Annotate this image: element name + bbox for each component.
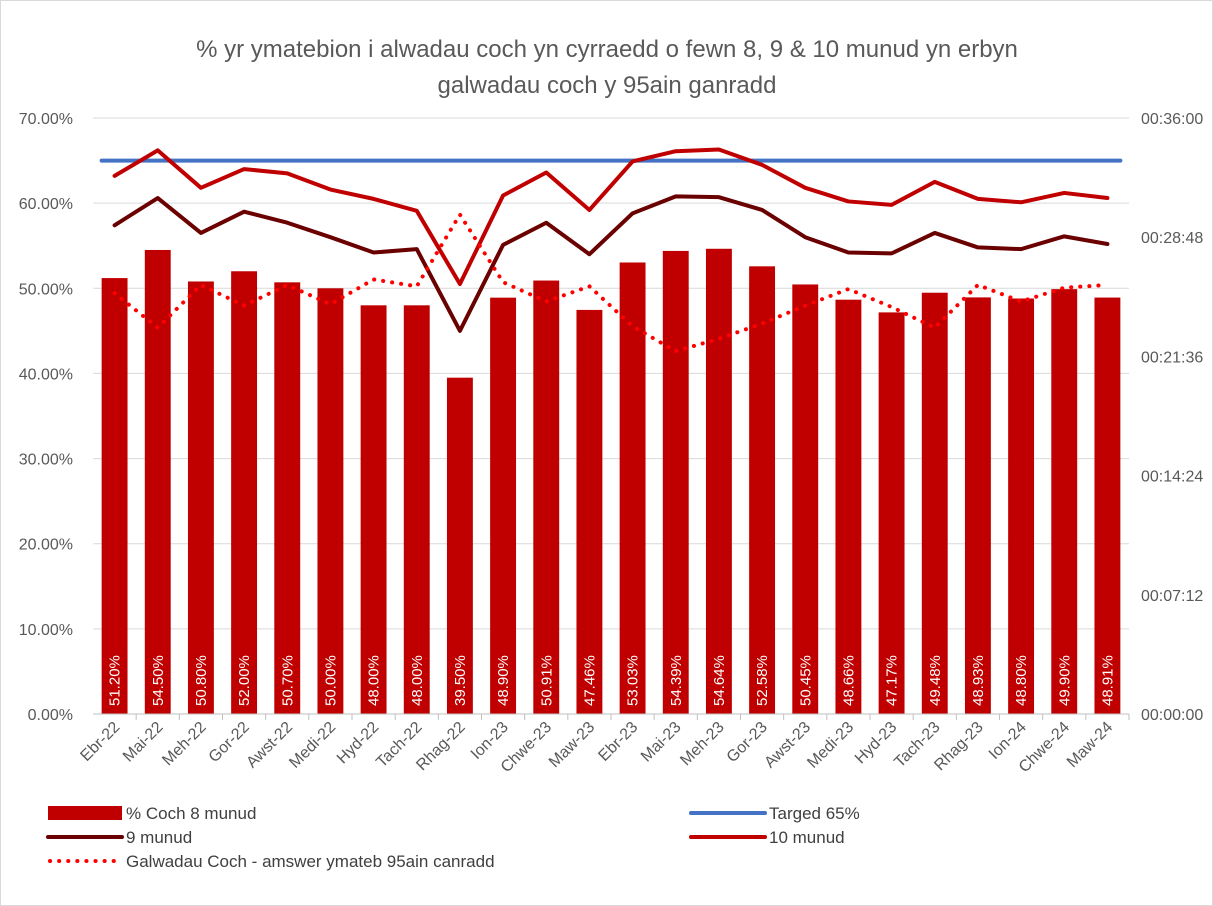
bar-data-label: 48.90%: [495, 655, 512, 706]
y-right-tick-label: 00:28:48: [1141, 230, 1203, 247]
bar-data-label: 51.20%: [107, 655, 124, 706]
bar-data-label: 53.03%: [625, 655, 642, 706]
bar-8-munud: [792, 284, 819, 714]
legend: % Coch 8 munud Targed 65% 9 munud 10 munud G…: [46, 804, 860, 871]
bar-data-label: 49.48%: [927, 655, 944, 706]
bar-data-label: 47.46%: [581, 655, 598, 706]
bar-data-label: 54.50%: [150, 655, 167, 706]
bar-data-label: 52.58%: [754, 655, 771, 706]
y-left-tick-label: 30.00%: [19, 452, 73, 469]
bar-data-label: 54.39%: [668, 655, 685, 706]
x-tick-label: Maw-24: [1064, 719, 1116, 771]
bar-data-label: 47.17%: [884, 655, 901, 706]
x-tick-label: Meh-22: [159, 719, 209, 769]
bar-data-label: 48.93%: [970, 655, 987, 706]
bar-8-munud: [705, 248, 732, 715]
bar-data-label: 50.45%: [797, 655, 814, 706]
bar-8-munud: [403, 305, 430, 714]
y-right-tick-label: 00:07:12: [1141, 588, 1203, 605]
x-tick-label: Awst-22: [243, 719, 296, 772]
legend-swatch-bar: [48, 806, 122, 820]
y-left-tick-label: 70.00%: [19, 111, 73, 128]
bar-8-munud: [1008, 298, 1035, 714]
series-lines: [99, 147, 1123, 354]
bar-8-munud: [274, 282, 301, 714]
bar-8-munud: [921, 292, 948, 714]
bar-8-munud: [1051, 289, 1078, 714]
legend-label: % Coch 8 munud: [126, 804, 256, 823]
x-tick-label: Maw-23: [546, 719, 598, 771]
bar-8-munud: [576, 309, 603, 714]
bar-data-label: 48.80%: [1013, 655, 1030, 706]
bar-8-munud: [749, 266, 776, 714]
x-tick-label: Awst-23: [761, 719, 814, 772]
bar-8-munud: [360, 305, 387, 714]
bar-data-label: 48.00%: [366, 655, 383, 706]
bar-data-label: 50.70%: [279, 655, 296, 706]
bar-data-label: 48.91%: [1099, 655, 1116, 706]
legend-label: Galwadau Coch - amswer ymateb 95ain canr…: [126, 852, 495, 871]
bar-data-label: 49.90%: [1056, 655, 1073, 706]
y-left-tick-label: 20.00%: [19, 537, 73, 554]
bar-data-label: 52.00%: [236, 655, 253, 706]
bar-8-munud: [187, 281, 214, 714]
legend-label: 9 munud: [126, 828, 192, 847]
y-right-tick-label: 00:36:00: [1141, 111, 1203, 128]
y-left-tick-label: 60.00%: [19, 196, 73, 213]
bar-8-munud: [446, 377, 473, 714]
bar-8-munud: [101, 278, 128, 714]
x-tick-label: Meh-23: [677, 719, 727, 769]
bar-8-munud: [619, 262, 646, 714]
bar-8-munud: [317, 288, 344, 714]
bar-8-munud: [1094, 297, 1121, 714]
bar-8-munud: [231, 271, 258, 714]
y-right-tick-label: 00:00:00: [1141, 707, 1203, 724]
chart-title-line2: galwadau coch y 95ain ganradd: [438, 72, 777, 99]
series-line-3: [112, 147, 1110, 287]
bar-data-labels: 51.20% 54.50% 50.80% 52.00% 50.70% 50.00% 48.0…: [107, 655, 1117, 706]
x-tick-label: Medi-23: [804, 719, 857, 772]
legend-label: Targed 65%: [769, 804, 860, 823]
bar-data-label: 48.00%: [409, 655, 426, 706]
bar-8-munud: [533, 280, 560, 714]
y-left-tick-label: 10.00%: [19, 622, 73, 639]
x-tick-label: Ebr-23: [595, 719, 641, 765]
series-line-2: [112, 194, 1110, 333]
y-right-tick-label: 00:14:24: [1141, 469, 1203, 486]
bar-8-munud: [662, 250, 689, 714]
x-tick-label: Medi-22: [286, 719, 339, 772]
legend-label: 10 munud: [769, 828, 845, 847]
bar-8-munud: [878, 312, 905, 714]
bar-data-label: 50.00%: [322, 655, 339, 706]
bar-8-munud: [835, 299, 862, 714]
y-left-tick-label: 40.00%: [19, 366, 73, 383]
bar-data-label: 50.91%: [538, 655, 555, 706]
bar-data-label: 50.80%: [193, 655, 210, 706]
series-dotted-line-response-time: [112, 212, 1110, 354]
y-left-tick-label: 0.00%: [28, 707, 73, 724]
bar-8-munud: [144, 249, 171, 714]
x-tick-label: Ebr-22: [77, 719, 123, 765]
bars-8-munud: [101, 248, 1121, 715]
chart-title-line1: % yr ymatebion i alwadau coch yn cyrraed…: [196, 36, 1018, 63]
bar-8-munud: [964, 297, 991, 714]
bar-data-label: 48.66%: [840, 655, 857, 706]
gridlines: [93, 117, 1129, 630]
y-left-tick-label: 50.00%: [19, 281, 73, 298]
bar-8-munud: [490, 297, 517, 714]
bar-data-label: 39.50%: [452, 655, 469, 706]
y-right-tick-label: 00:21:36: [1141, 349, 1203, 366]
bar-data-label: 54.64%: [711, 655, 728, 706]
